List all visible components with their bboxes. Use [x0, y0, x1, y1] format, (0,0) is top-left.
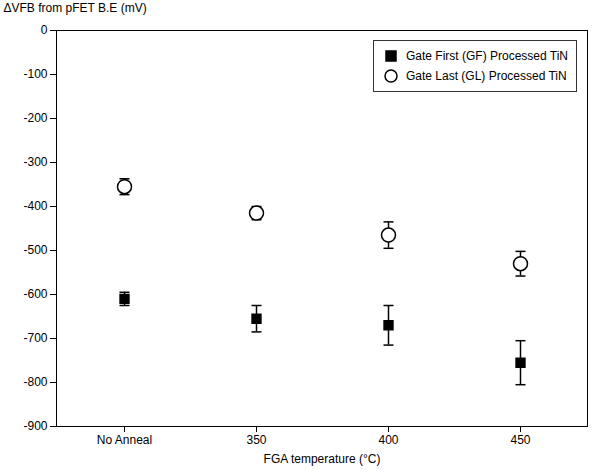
svg-text:400: 400 — [378, 433, 398, 447]
svg-text:No Anneal: No Anneal — [97, 433, 152, 447]
svg-text:-900: -900 — [23, 419, 47, 433]
svg-text:450: 450 — [510, 433, 530, 447]
html-text:Gate Last (GL) Processed TiN: Gate Last (GL) Processed TiN — [406, 69, 567, 83]
svg-text:350: 350 — [246, 433, 266, 447]
svg-text:ΔVFB from pFET B.E (mV): ΔVFB from pFET B.E (mV) — [4, 1, 147, 15]
svg-text:-500: -500 — [23, 243, 47, 257]
svg-text:-200: -200 — [23, 111, 47, 125]
svg-text:-100: -100 — [23, 67, 47, 81]
svg-text:-400: -400 — [23, 199, 47, 213]
html-text:Gate First (GF) Processed TiN: Gate First (GF) Processed TiN — [406, 49, 568, 63]
svg-text:-800: -800 — [23, 375, 47, 389]
svg-text:FGA temperature (°C): FGA temperature (°C) — [264, 452, 381, 466]
svg-text:-700: -700 — [23, 331, 47, 345]
svg-text:-300: -300 — [23, 155, 47, 169]
svg-text:-600: -600 — [23, 287, 47, 301]
svg-text:0: 0 — [41, 23, 48, 37]
